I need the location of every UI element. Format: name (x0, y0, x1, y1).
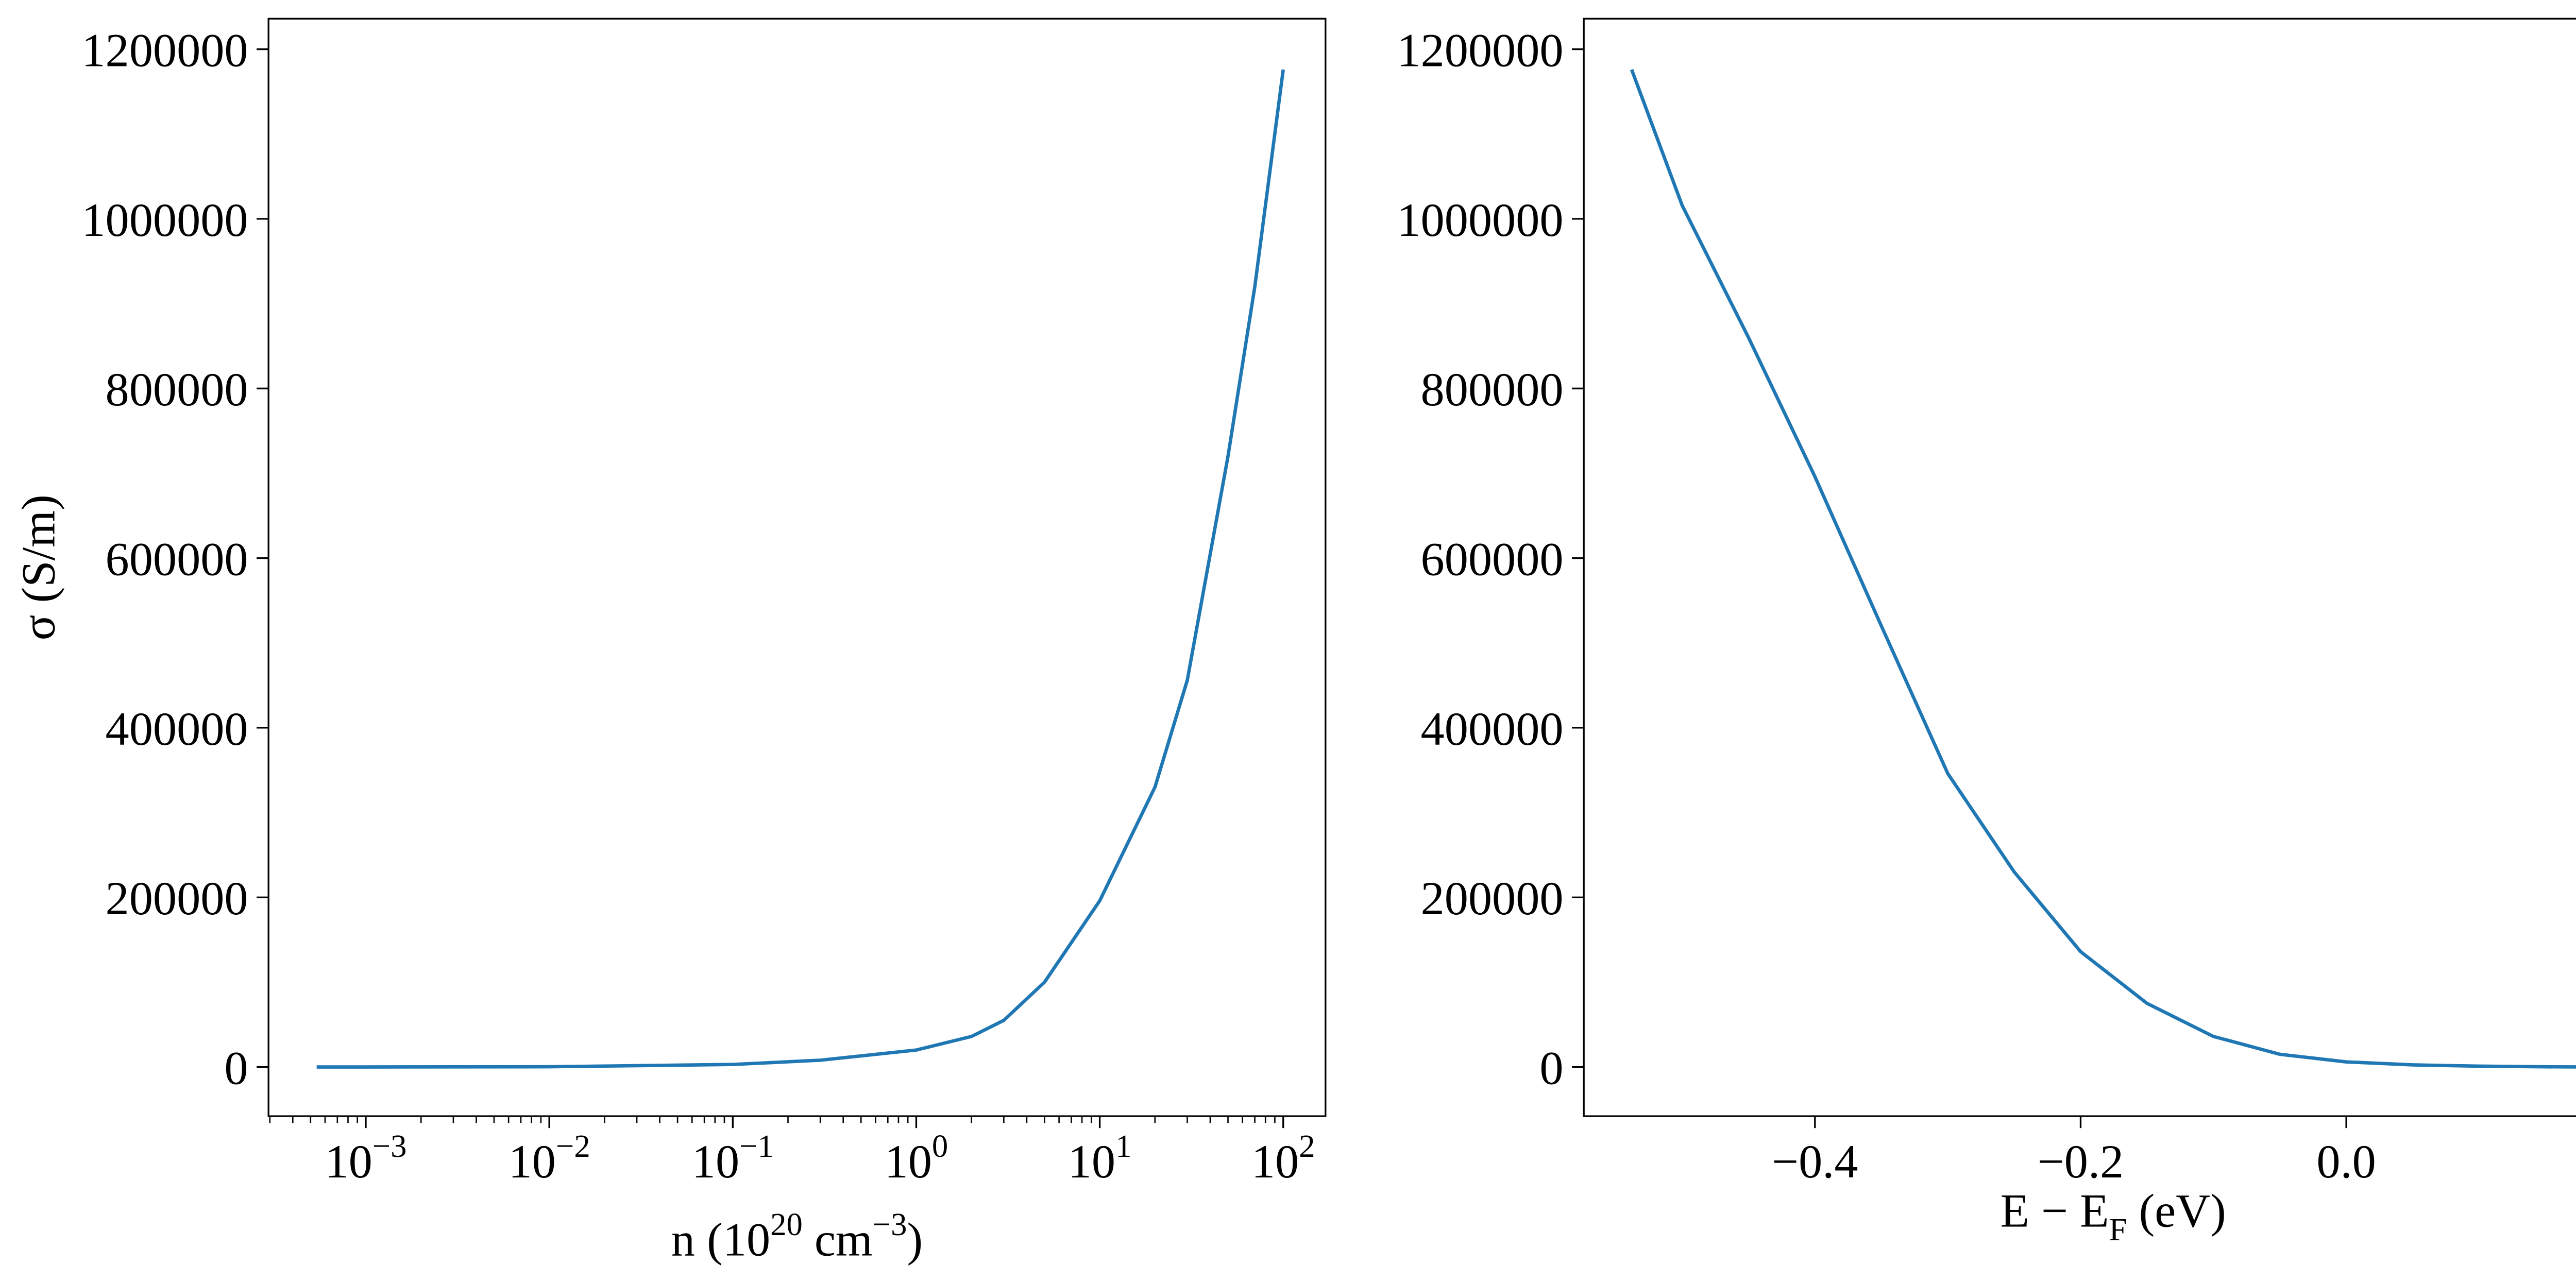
y-tick-label: 1000000 (1397, 194, 1563, 246)
x-axis-label-part: 20 (770, 1206, 803, 1242)
x-axis-label-part: n (10 (671, 1213, 770, 1266)
x-tick-exponent: 1 (1115, 1128, 1131, 1164)
plot-frame (267, 18, 1327, 1117)
x-axis-label-part: (eV) (2127, 1184, 2226, 1237)
x-axis-label-part: ) (907, 1213, 923, 1266)
y-tick-label: 1200000 (1397, 24, 1563, 77)
x-tick-exponent: 0 (932, 1128, 948, 1164)
x-tick-exponent: −1 (739, 1128, 774, 1164)
x-tick-base: 10 (692, 1135, 739, 1188)
y-tick-label: 0 (1539, 1042, 1563, 1095)
x-tick-base: 10 (885, 1135, 932, 1188)
x-tick-base: 10 (1068, 1135, 1115, 1188)
x-tick-label: 102 (1251, 1128, 1315, 1188)
x-tick-base: 10 (509, 1135, 556, 1188)
y-tick-label: 200000 (1421, 872, 1564, 925)
y-tick-label: 600000 (106, 533, 248, 586)
y-tick-label: 400000 (106, 703, 248, 755)
x-tick-base: −0.4 (1772, 1135, 1858, 1188)
x-tick-label: 0.0 (2316, 1135, 2376, 1188)
y-tick-label: 1000000 (81, 194, 248, 246)
x-tick-label: 101 (1068, 1128, 1132, 1188)
y-tick-label: 800000 (1421, 363, 1564, 416)
x-tick-label: 10−2 (509, 1128, 590, 1188)
x-axis-label-part: F (2109, 1211, 2127, 1247)
x-tick-label: −0.4 (1772, 1135, 1858, 1188)
data-line (316, 69, 1285, 1069)
plot-frame (1583, 18, 2576, 1117)
x-tick-label: 10−3 (325, 1128, 406, 1188)
x-tick-base: −0.2 (2038, 1135, 2124, 1188)
y-tick-label: 1200000 (81, 24, 248, 77)
x-axis-label-part: −3 (873, 1206, 907, 1242)
y-tick-label: 600000 (1421, 533, 1564, 586)
x-axis-label-part: cm (803, 1213, 873, 1266)
x-tick-exponent: 2 (1299, 1128, 1315, 1164)
x-tick-exponent: −3 (372, 1128, 407, 1164)
y-tick-label: 200000 (106, 872, 248, 925)
x-tick-exponent: −2 (556, 1128, 590, 1164)
y-axis-label: σ (S/m) (12, 494, 65, 640)
data-line (1630, 69, 2576, 1069)
y-tick-label: 400000 (1421, 703, 1564, 755)
x-axis-label: n (1020 cm−3) (671, 1206, 923, 1266)
x-tick-label: 100 (885, 1128, 948, 1188)
x-tick-base: 10 (325, 1135, 372, 1188)
x-tick-label: 10−1 (692, 1128, 774, 1188)
y-tick-label: 800000 (106, 363, 248, 416)
x-axis-label-part: E − E (2001, 1184, 2109, 1237)
x-axis-label: E − EF (eV) (2001, 1184, 2226, 1247)
x-tick-base: 0.0 (2316, 1135, 2376, 1188)
x-tick-label: −0.2 (2038, 1135, 2124, 1188)
x-tick-base: 10 (1251, 1135, 1299, 1188)
y-tick-label: 0 (224, 1042, 248, 1095)
